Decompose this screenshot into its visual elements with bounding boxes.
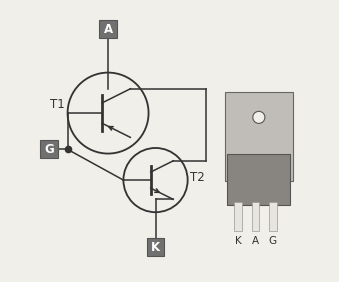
Text: G: G <box>269 236 277 246</box>
FancyBboxPatch shape <box>235 202 242 231</box>
Text: T1: T1 <box>51 98 65 111</box>
FancyBboxPatch shape <box>146 238 164 256</box>
Circle shape <box>253 111 265 124</box>
FancyBboxPatch shape <box>225 92 293 181</box>
FancyBboxPatch shape <box>227 154 290 205</box>
FancyBboxPatch shape <box>40 140 58 158</box>
Text: A: A <box>103 23 113 36</box>
Text: A: A <box>252 236 259 246</box>
Text: T2: T2 <box>190 171 205 184</box>
Text: K: K <box>151 241 160 254</box>
Text: K: K <box>235 236 241 246</box>
FancyBboxPatch shape <box>252 202 259 231</box>
FancyBboxPatch shape <box>99 20 117 38</box>
FancyBboxPatch shape <box>269 202 277 231</box>
Text: G: G <box>44 143 54 156</box>
